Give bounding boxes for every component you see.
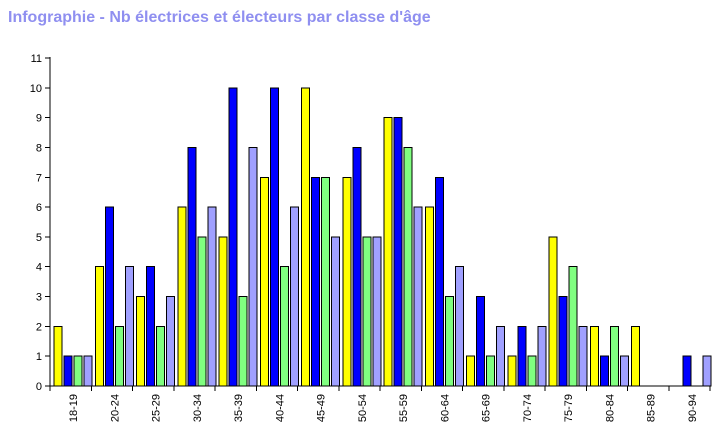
bar-18-19-series-2 — [63, 355, 73, 387]
bar-30-34-series-4 — [207, 206, 217, 387]
x-tick-label-80-84: 80-84 — [604, 394, 616, 422]
bar-40-44-series-1 — [259, 176, 269, 387]
bar-90-94-series-4 — [702, 355, 712, 387]
bar-90-94-series-2 — [682, 355, 692, 387]
y-tick-label-2: 2 — [36, 321, 42, 333]
bar-60-64-series-2 — [434, 176, 444, 387]
y-tick-label-8: 8 — [36, 142, 42, 154]
x-tick-label-30-34: 30-34 — [192, 394, 204, 422]
x-tick-label-60-64: 60-64 — [439, 394, 451, 422]
y-tick-label-5: 5 — [36, 232, 42, 244]
y-tick-label-1: 1 — [36, 351, 42, 363]
bar-65-69-series-1 — [466, 355, 475, 387]
x-tick-label-40-44: 40-44 — [274, 394, 286, 422]
bar-80-84-series-3 — [609, 325, 619, 387]
bar-18-19-series-1 — [53, 325, 63, 387]
bar-55-59-series-2 — [393, 117, 403, 387]
x-tick-label-35-39: 35-39 — [233, 394, 245, 422]
bar-70-74-series-1 — [507, 355, 517, 387]
x-tick-label-65-69: 65-69 — [481, 394, 493, 422]
bar-45-49-series-3 — [321, 176, 330, 387]
bar-40-44-series-3 — [279, 266, 289, 387]
bar-80-84-series-4 — [619, 355, 629, 387]
y-tick-label-4: 4 — [36, 262, 42, 274]
bar-25-29-series-3 — [156, 325, 165, 387]
bar-18-19-series-4 — [83, 355, 93, 387]
x-tick-label-85-89: 85-89 — [646, 394, 658, 422]
bar-65-69-series-2 — [476, 296, 485, 387]
bar-40-44-series-2 — [269, 87, 279, 387]
x-tick-label-20-24: 20-24 — [109, 394, 121, 422]
x-tick-label-25-29: 25-29 — [151, 394, 163, 422]
bar-20-24-series-1 — [94, 266, 104, 387]
x-tick-label-18-19: 18-19 — [68, 394, 80, 422]
bars-group — [53, 87, 712, 387]
bar-60-64-series-3 — [444, 296, 454, 387]
bar-70-74-series-2 — [517, 325, 527, 387]
x-tick-label-50-54: 50-54 — [357, 394, 369, 422]
bar-50-54-series-3 — [362, 236, 372, 387]
bar-45-49-series-4 — [331, 236, 340, 387]
bar-70-74-series-3 — [527, 355, 537, 387]
chart-title: Infographie - Nb électrices et électeurs… — [8, 9, 431, 26]
y-tick-label-3: 3 — [36, 292, 42, 304]
y-tick-label-7: 7 — [36, 172, 42, 184]
bar-75-79-series-3 — [568, 266, 578, 387]
bar-60-64-series-4 — [454, 266, 464, 387]
axes-group: 0 1 2 3 4 5 6 7 8 9 10 11 18-19 20-24 25-29 30-34 35-39 4… — [30, 53, 711, 422]
bar-80-84-series-2 — [599, 355, 609, 387]
bar-50-54-series-4 — [372, 236, 382, 387]
y-tick-label-11: 11 — [31, 53, 42, 65]
bar-35-39-series-3 — [238, 296, 248, 387]
bar-85-89-series-1 — [631, 325, 640, 387]
x-tick-label-55-59: 55-59 — [398, 394, 410, 422]
bar-55-59-series-4 — [413, 206, 423, 387]
bar-70-74-series-4 — [537, 325, 547, 387]
bar-30-34-series-3 — [197, 236, 207, 387]
x-tick-label-70-74: 70-74 — [522, 394, 534, 422]
bar-30-34-series-2 — [187, 146, 197, 387]
bar-35-39-series-4 — [248, 146, 258, 387]
bar-45-49-series-2 — [311, 176, 320, 387]
bar-55-59-series-1 — [383, 117, 393, 387]
bar-75-79-series-1 — [548, 236, 558, 387]
bar-25-29-series-2 — [146, 266, 155, 387]
bar-18-19-series-3 — [73, 355, 83, 387]
y-tick-label-9: 9 — [36, 113, 42, 125]
y-tick-label-10: 10 — [30, 83, 42, 95]
bar-20-24-series-3 — [114, 325, 124, 387]
bar-30-34-series-1 — [177, 206, 187, 387]
bar-25-29-series-1 — [136, 296, 145, 387]
x-tick-label-45-49: 45-49 — [316, 394, 328, 422]
y-tick-label-6: 6 — [36, 202, 42, 214]
bar-35-39-series-1 — [218, 236, 228, 387]
bar-60-64-series-1 — [424, 206, 434, 387]
bar-20-24-series-2 — [104, 206, 114, 387]
bar-55-59-series-3 — [403, 146, 413, 387]
bar-50-54-series-2 — [352, 146, 362, 387]
y-tick-label-0: 0 — [36, 381, 42, 393]
bar-40-44-series-4 — [289, 206, 299, 387]
bar-20-24-series-4 — [124, 266, 134, 387]
bar-50-54-series-1 — [342, 176, 352, 387]
bar-65-69-series-3 — [486, 355, 495, 387]
bar-25-29-series-4 — [166, 296, 175, 387]
bar-75-79-series-4 — [578, 325, 588, 387]
x-tick-label-90-94: 90-94 — [687, 394, 699, 422]
bar-45-49-series-1 — [301, 87, 310, 387]
x-tick-label-75-79: 75-79 — [563, 394, 575, 422]
bar-80-84-series-1 — [589, 325, 599, 387]
bar-65-69-series-4 — [496, 325, 505, 387]
bar-75-79-series-2 — [558, 296, 568, 387]
bar-35-39-series-2 — [228, 87, 238, 387]
